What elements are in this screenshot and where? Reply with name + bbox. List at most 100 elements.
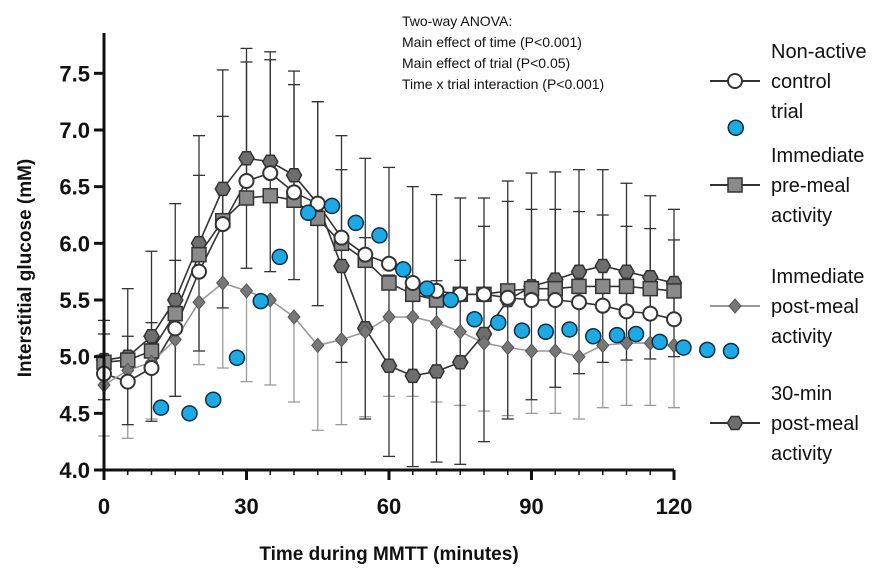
data-point-square	[618, 278, 635, 295]
overlay-dot	[181, 405, 198, 422]
data-point-circle-open	[618, 303, 635, 320]
data-point-diamond	[548, 343, 562, 359]
overlay-dot	[418, 280, 436, 297]
overlay-dot	[442, 291, 459, 309]
annotation-line: Main effect of trial (P<0.05)	[402, 55, 570, 71]
overlay-dot	[537, 323, 554, 340]
data-point-square	[167, 305, 183, 322]
y-tick-label: 7.5	[59, 61, 90, 86]
overlay-dot	[727, 119, 744, 136]
data-point-diamond	[239, 283, 254, 299]
data-point-circle-open	[262, 165, 279, 182]
overlay-dot	[228, 349, 246, 367]
overlay-dot	[371, 227, 388, 244]
data-point-diamond	[311, 337, 325, 354]
data-point-circle-open	[476, 286, 492, 303]
y-ticks: 4.0 4.5 5.0 5.5 6.0 6.5 7.0 7.5	[59, 61, 104, 483]
series-markers	[95, 151, 683, 393]
y-axis-title: Interstitial glucose (mM)	[15, 159, 36, 378]
data-point-diamond	[168, 331, 182, 348]
data-point-circle-open	[191, 263, 207, 280]
x-tick-label: 30	[234, 494, 258, 519]
data-point-hexagon	[570, 264, 588, 279]
y-tick-label: 6.5	[59, 175, 90, 200]
data-point-square	[262, 187, 278, 204]
data-point-circle-open	[143, 360, 160, 376]
data-point-diamond	[216, 275, 230, 291]
data-point-circle-open	[404, 275, 421, 291]
overlay-dot	[323, 197, 341, 215]
overlay-dot	[699, 341, 716, 359]
data-point-circle-open	[642, 305, 659, 322]
data-point-circle-open	[238, 173, 255, 189]
data-point-hexagon	[428, 364, 445, 379]
overlay-dot	[466, 311, 483, 328]
annotation-line: Main effect of time (P<0.001)	[402, 34, 582, 50]
overlay-dot	[627, 325, 645, 343]
overlay-dot	[490, 314, 507, 331]
overlay-dot	[561, 321, 578, 338]
data-point-square	[595, 278, 611, 295]
data-point-diamond	[524, 343, 539, 359]
overlay-dot	[651, 333, 668, 351]
data-point-diamond	[406, 309, 420, 325]
overlay-dot	[271, 248, 288, 266]
data-point-hexagon	[451, 355, 469, 370]
x-tick-label: 90	[519, 494, 543, 519]
annotation-line: Time x trial interaction (P<0.001)	[402, 76, 604, 92]
legend-label: trial	[771, 101, 803, 123]
data-point-circle-open	[357, 246, 374, 263]
data-point-diamond	[358, 323, 372, 340]
data-point-square	[571, 278, 587, 295]
overlay-dot	[205, 391, 222, 408]
legend-label: activity	[771, 443, 832, 465]
overlay-dots	[152, 119, 744, 422]
data-point-hexagon	[143, 329, 160, 344]
overlay-dot	[152, 399, 170, 416]
data-point-square	[642, 280, 658, 297]
x-axis-title: Time during MMTT (minutes)	[259, 544, 518, 565]
data-point-square	[238, 190, 255, 206]
y-tick-label: 4.0	[59, 458, 90, 483]
data-point-circle-open	[381, 255, 397, 272]
legend-label: activity	[771, 326, 832, 348]
data-point-hexagon	[594, 258, 612, 274]
data-point-square	[666, 283, 682, 299]
data-point-square	[191, 246, 207, 263]
y-tick-label: 7.0	[59, 118, 90, 143]
data-point-circle-open	[523, 292, 540, 308]
data-point-diamond	[453, 323, 467, 340]
data-point-diamond	[287, 309, 301, 325]
data-point-hexagon	[166, 292, 184, 308]
data-point-diamond	[429, 314, 444, 331]
data-point-diamond	[334, 331, 349, 348]
x-tick-label: 0	[98, 494, 110, 519]
data-point-circle-open	[167, 320, 184, 337]
data-point-circle-open	[333, 229, 350, 246]
data-point-hexagon	[404, 368, 422, 384]
data-point-circle-open	[214, 216, 231, 233]
legend-label: control	[771, 71, 831, 93]
legend-label: Non-active	[771, 41, 867, 63]
data-point-hexagon	[333, 258, 350, 274]
x-ticks: 0 30 60 90 120	[98, 470, 692, 519]
overlay-dot	[608, 326, 626, 344]
data-point-circle-open	[666, 311, 682, 328]
data-point-diamond	[572, 348, 586, 365]
annotation-line: Two-way ANOVA:	[402, 13, 512, 29]
overlay-dot	[347, 214, 364, 232]
data-point-hexagon	[380, 358, 398, 373]
legend-label: post-meal	[771, 413, 859, 435]
x-tick-label: 120	[656, 494, 693, 519]
legend-label: post-meal	[771, 296, 859, 318]
y-tick-label: 4.5	[59, 401, 90, 426]
data-point-diamond	[382, 309, 396, 325]
legend-label: 30-min	[771, 383, 832, 405]
x-tick-label: 60	[377, 494, 401, 519]
legend-marker-diamond	[728, 298, 742, 314]
data-point-circle-open	[499, 289, 516, 306]
data-point-hexagon	[214, 181, 232, 197]
overlay-dot	[252, 292, 269, 310]
data-point-hexagon	[285, 168, 303, 183]
